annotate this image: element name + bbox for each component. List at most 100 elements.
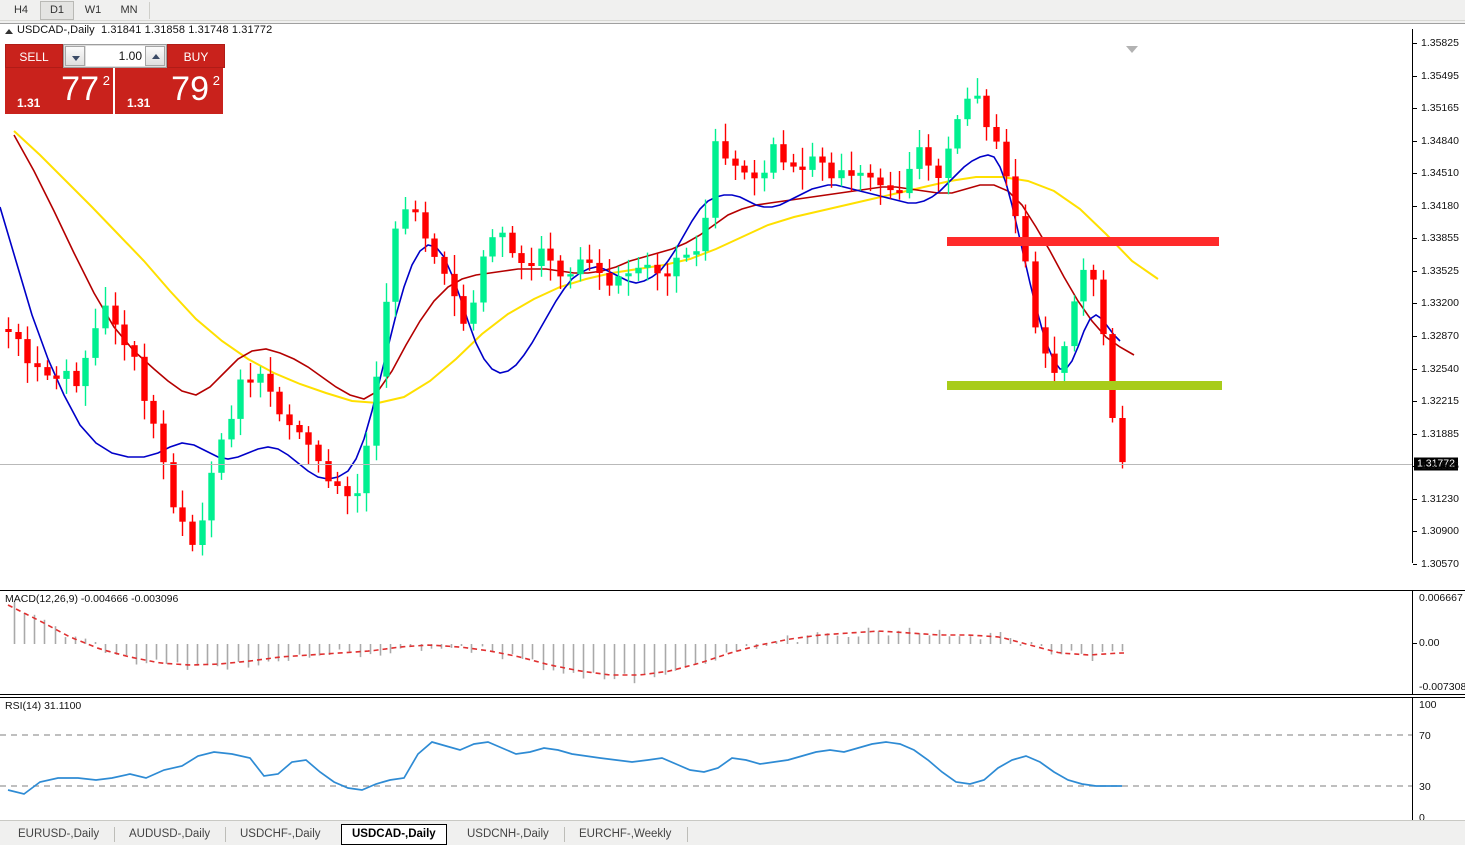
price-plot[interactable] xyxy=(0,29,1412,563)
ma-yellow-line xyxy=(13,130,1159,405)
rsi-pane[interactable]: RSI(14) 31.1100 xyxy=(0,697,1412,825)
price-tick xyxy=(1413,43,1417,44)
price-scale-label: 1.31555 xyxy=(1421,460,1459,473)
sell-price-main: 77 xyxy=(61,70,99,108)
price-scale-label: 1.33200 xyxy=(1421,297,1459,310)
price-scale-label: 1.32540 xyxy=(1421,362,1459,375)
caret-down-icon xyxy=(72,56,80,61)
triangle-up-icon xyxy=(5,29,13,34)
price-tick xyxy=(1413,433,1417,435)
sell-price-prefix: 1.31 xyxy=(17,96,41,110)
price-scale-label: 1.34180 xyxy=(1421,199,1459,212)
price-scale-label: 1.33525 xyxy=(1421,264,1459,277)
macd-scale-label-zero: 0.00 xyxy=(1419,637,1440,649)
chart-tab-usdchf-daily[interactable]: USDCHF-,Daily xyxy=(240,828,321,840)
price-scale-label: 1.33855 xyxy=(1421,232,1459,245)
price-tick xyxy=(1413,270,1417,272)
volume-decrease-button[interactable] xyxy=(65,46,85,66)
buy-price-fraction: 2 xyxy=(212,73,220,88)
buy-price-prefix: 1.31 xyxy=(127,96,151,110)
price-tick xyxy=(1413,238,1417,240)
triangle-down-marker-icon xyxy=(1126,46,1138,53)
timeframe-button-w1[interactable]: W1 xyxy=(84,4,102,16)
price-tick xyxy=(1413,466,1417,468)
chart-symbol-label: USDCAD-,Daily xyxy=(17,24,95,36)
ma-blue-line xyxy=(0,154,1121,480)
price-tick xyxy=(1413,303,1417,305)
caret-up-icon xyxy=(152,54,160,59)
tab-divider xyxy=(564,827,565,842)
macd-svg xyxy=(7,601,1125,684)
current-price-line xyxy=(0,464,1412,465)
timeframe-button-h4[interactable]: H4 xyxy=(13,4,29,16)
price-tick xyxy=(1413,140,1417,142)
price-scale-label: 1.32215 xyxy=(1421,395,1459,408)
toolbar-divider xyxy=(149,2,150,19)
rsi-svg xyxy=(0,734,1412,795)
chart-tab-audusd-daily[interactable]: AUDUSD-,Daily xyxy=(129,828,211,840)
macd-label: MACD(12,26,9) -0.004666 -0.003096 xyxy=(5,593,179,605)
current-price-badge: 1.31772 xyxy=(1414,457,1458,471)
tab-divider xyxy=(687,827,688,842)
price-scale-label: 1.31885 xyxy=(1421,427,1459,440)
chart-ohlc-values: 1.31841 1.31858 1.31748 1.31772 xyxy=(101,24,273,36)
price-tick xyxy=(1413,368,1417,370)
chart-area: USDCAD-,Daily 1.31841 1.31858 1.31748 1.… xyxy=(0,23,1465,844)
buy-price-main: 79 xyxy=(171,70,209,108)
timeframe-toolbar: H4 D1 W1 MN xyxy=(0,0,1465,21)
resistance-line[interactable] xyxy=(947,237,1219,246)
price-tick xyxy=(1413,401,1417,403)
rsi-scale-label-0: 0 xyxy=(1419,812,1425,824)
timeframe-button-mn[interactable]: MN xyxy=(120,4,138,16)
chart-tab-usdcad-daily[interactable]: USDCAD-,Daily xyxy=(341,824,447,845)
price-scale-label: 1.30570 xyxy=(1421,557,1459,570)
macd-scale-label-bottom: -0.007308 xyxy=(1419,681,1465,693)
chart-titlebar: USDCAD-,Daily 1.31841 1.31858 1.31748 1.… xyxy=(0,24,1412,40)
chart-tab-bar: EURUSD-,Daily AUDUSD-,Daily USDCHF-,Daily U… xyxy=(0,820,1465,845)
sell-price-box[interactable]: 1.31 77 2 xyxy=(5,68,113,114)
macd-scale-label-top: 0.006667 xyxy=(1419,592,1463,604)
price-tick xyxy=(1413,335,1417,337)
price-scale-label: 1.35165 xyxy=(1421,102,1459,115)
chart-tab-eurusd-daily[interactable]: EURUSD-,Daily xyxy=(18,828,100,840)
price-tick xyxy=(1413,75,1417,77)
price-tick xyxy=(1413,108,1417,110)
price-scale-label: 1.35825 xyxy=(1421,37,1459,49)
ma-darkred-line xyxy=(13,134,1135,400)
price-tick xyxy=(1413,531,1417,533)
price-scale-label: 1.35495 xyxy=(1421,69,1459,82)
price-scale[interactable]: 1.31772 1.35825 1.35495 1.35165 1.34840 1.34… xyxy=(1412,29,1465,570)
volume-input[interactable] xyxy=(86,46,146,66)
one-click-trade-panel: SELL BUY 1.31 77 2 1.31 7 xyxy=(5,44,225,114)
rsi-scale-label-100: 100 xyxy=(1419,699,1437,711)
macd-scale: 0.006667 0.00 -0.007308 xyxy=(1412,590,1465,695)
rsi-scale-label-30: 30 xyxy=(1419,781,1431,793)
timeframe-button-d1[interactable]: D1 xyxy=(40,1,74,20)
macd-zero-tick xyxy=(1413,643,1417,644)
price-tick xyxy=(1413,563,1417,565)
volume-stepper[interactable] xyxy=(63,44,167,68)
price-tick xyxy=(1413,498,1417,500)
rsi-line xyxy=(7,741,1122,795)
price-scale-label: 1.34840 xyxy=(1421,134,1459,147)
sell-button[interactable]: SELL xyxy=(5,44,63,68)
support-line[interactable] xyxy=(947,381,1222,390)
rsi-scale-label-70: 70 xyxy=(1419,730,1431,742)
tab-divider xyxy=(225,827,226,842)
price-tick xyxy=(1413,205,1417,207)
macd-signal-line xyxy=(7,604,1125,676)
price-scale-label: 1.32870 xyxy=(1421,329,1459,342)
chart-tab-usdcnh-daily[interactable]: USDCNH-,Daily xyxy=(467,828,549,840)
macd-histogram xyxy=(13,601,1124,684)
candlestick-series xyxy=(5,78,1126,556)
macd-pane[interactable]: MACD(12,26,9) -0.004666 -0.003096 xyxy=(0,590,1412,695)
buy-button[interactable]: BUY xyxy=(167,44,225,68)
price-tick xyxy=(1413,173,1417,175)
volume-increase-button[interactable] xyxy=(145,46,165,66)
chart-tab-eurchf-weekly[interactable]: EURCHF-,Weekly xyxy=(579,828,672,840)
price-scale-label: 1.30900 xyxy=(1421,525,1459,538)
sell-price-fraction: 2 xyxy=(102,73,110,88)
buy-price-box[interactable]: 1.31 79 2 xyxy=(115,68,223,114)
price-scale-label: 1.31230 xyxy=(1421,492,1459,505)
